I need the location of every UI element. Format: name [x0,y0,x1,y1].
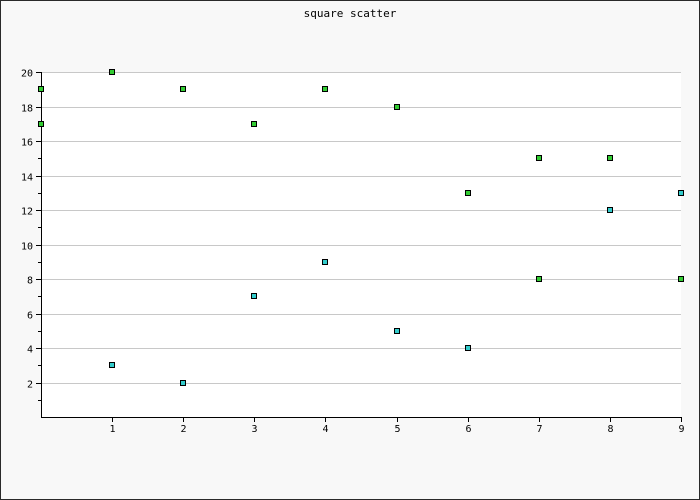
data-points [38,69,684,386]
data-point-series-cyan-6 [607,207,613,213]
data-point-series-green-3 [180,86,186,92]
data-point-series-green-5 [322,86,328,92]
data-point-series-green-9 [607,155,613,161]
y-tick-label-8: 8 [27,276,33,287]
data-point-series-green-7 [465,190,471,196]
data-point-series-green-8 [536,155,542,161]
y-tick-label-18: 18 [21,104,33,115]
y-tick-label-16: 16 [21,138,33,149]
x-tick-label-2: 2 [180,424,186,435]
x-tick-label-5: 5 [394,424,400,435]
y-tick-label-14: 14 [21,173,33,184]
plot-area [41,72,681,417]
data-point-series-cyan-0 [109,362,115,368]
y-tick-label-4: 4 [27,345,33,356]
y-tick-label-12: 12 [21,207,33,218]
x-tick-label-4: 4 [322,424,328,435]
y-tick-label-20: 20 [21,69,33,80]
data-point-series-green-0 [38,86,44,92]
data-point-series-cyan-4 [394,328,400,334]
data-point-series-green-2 [109,69,115,75]
x-tick-label-3: 3 [251,424,257,435]
y-tick-label-2: 2 [27,380,33,391]
x-tick-label-8: 8 [607,424,613,435]
data-point-series-cyan-1 [180,380,186,386]
y-tick-label-10: 10 [21,242,33,253]
x-tick-label-1: 1 [109,424,115,435]
data-point-series-cyan-2 [251,293,257,299]
data-point-series-cyan-5 [465,345,471,351]
data-point-series-green-11 [678,276,684,282]
axes [36,72,682,422]
y-tick-label-6: 6 [27,311,33,322]
grid-lines [41,72,681,384]
x-tick-label-7: 7 [536,424,542,435]
x-tick-label-6: 6 [465,424,471,435]
data-point-series-green-4 [251,121,257,127]
data-point-series-green-1 [38,121,44,127]
data-point-series-green-6 [394,104,400,110]
data-point-series-cyan-7 [678,190,684,196]
data-point-series-green-10 [536,276,542,282]
chart-title: square scatter [304,7,397,20]
data-point-series-cyan-3 [322,259,328,265]
x-tick-label-9: 9 [678,424,684,435]
